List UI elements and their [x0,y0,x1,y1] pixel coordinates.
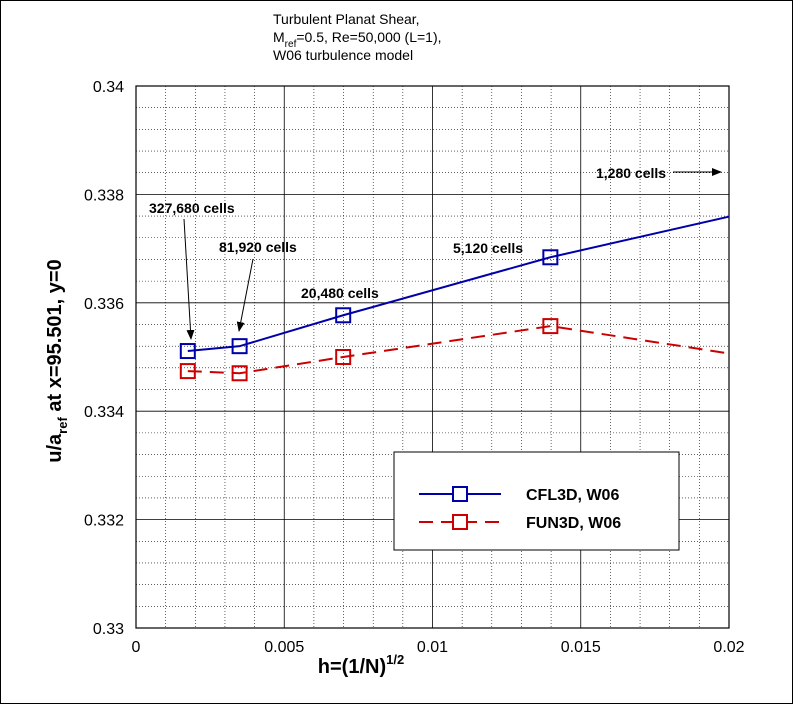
x-tick-label: 0.005 [264,639,304,656]
x-tick-label: 0 [132,639,141,656]
data-point-marker [542,318,559,335]
plot-border [135,85,730,629]
annotation-arrow [236,258,254,332]
y-tick-label: 0.332 [84,513,124,530]
annotation-label: 81,920 cells [219,239,297,255]
series-layer [179,215,729,382]
x-axis-label: h=(1/N)1/2 [318,652,404,678]
data-point-marker [335,349,352,365]
annotation-label: 20,480 cells [301,285,379,301]
legend-label: CFL3D, W06 [526,487,619,504]
x-tick-label: 0.015 [561,639,601,656]
data-point-marker [542,249,559,266]
titles: Turbulent Planat Shear, Mref=0.5, Re=50,… [44,11,442,678]
title-line-2: Mref=0.5, Re=50,000 (L=1), [273,29,442,50]
y-tick-label: 0.338 [84,187,124,204]
annotation-arrow [183,218,195,340]
y-tick-label: 0.334 [84,404,124,421]
data-point-marker [179,343,196,360]
data-point-marker [231,365,248,382]
title-line-3: W06 turbulence model [273,47,413,63]
annotation-label: 1,280 cells [596,165,666,181]
y-tick-label: 0.33 [93,621,124,638]
legend-label: FUN3D, W06 [526,515,621,532]
x-tick-label: 0.01 [417,639,448,656]
annotation-label: 327,680 cells [149,200,235,216]
data-point-marker [231,338,248,355]
series-line-1 [187,325,729,375]
legend-marker [452,486,468,502]
legend-box [393,451,680,551]
annotation-label: 5,120 cells [453,240,523,256]
data-point-marker [335,307,352,324]
legend-marker [452,514,468,530]
x-tick-label: 0.02 [713,639,744,656]
y-tick-label: 0.34 [93,79,124,96]
annotations: 327,680 cells 81,920 cells 20,480 cells 5,1… [149,165,722,340]
legend: CFL3D, W06 FUN3D, W06 [393,451,680,551]
y-tick-label: 0.336 [84,296,124,313]
axes: 0 0.005 0.01 0.015 0.02 0.33 0.332 0.334 0.336 0.… [84,79,745,656]
y-axis-label: u/aref at x=95.501, y=0 [44,259,70,462]
data-point-marker [179,363,196,380]
title-line-1: Turbulent Planat Shear, [273,11,420,27]
series-line-0 [187,215,729,353]
